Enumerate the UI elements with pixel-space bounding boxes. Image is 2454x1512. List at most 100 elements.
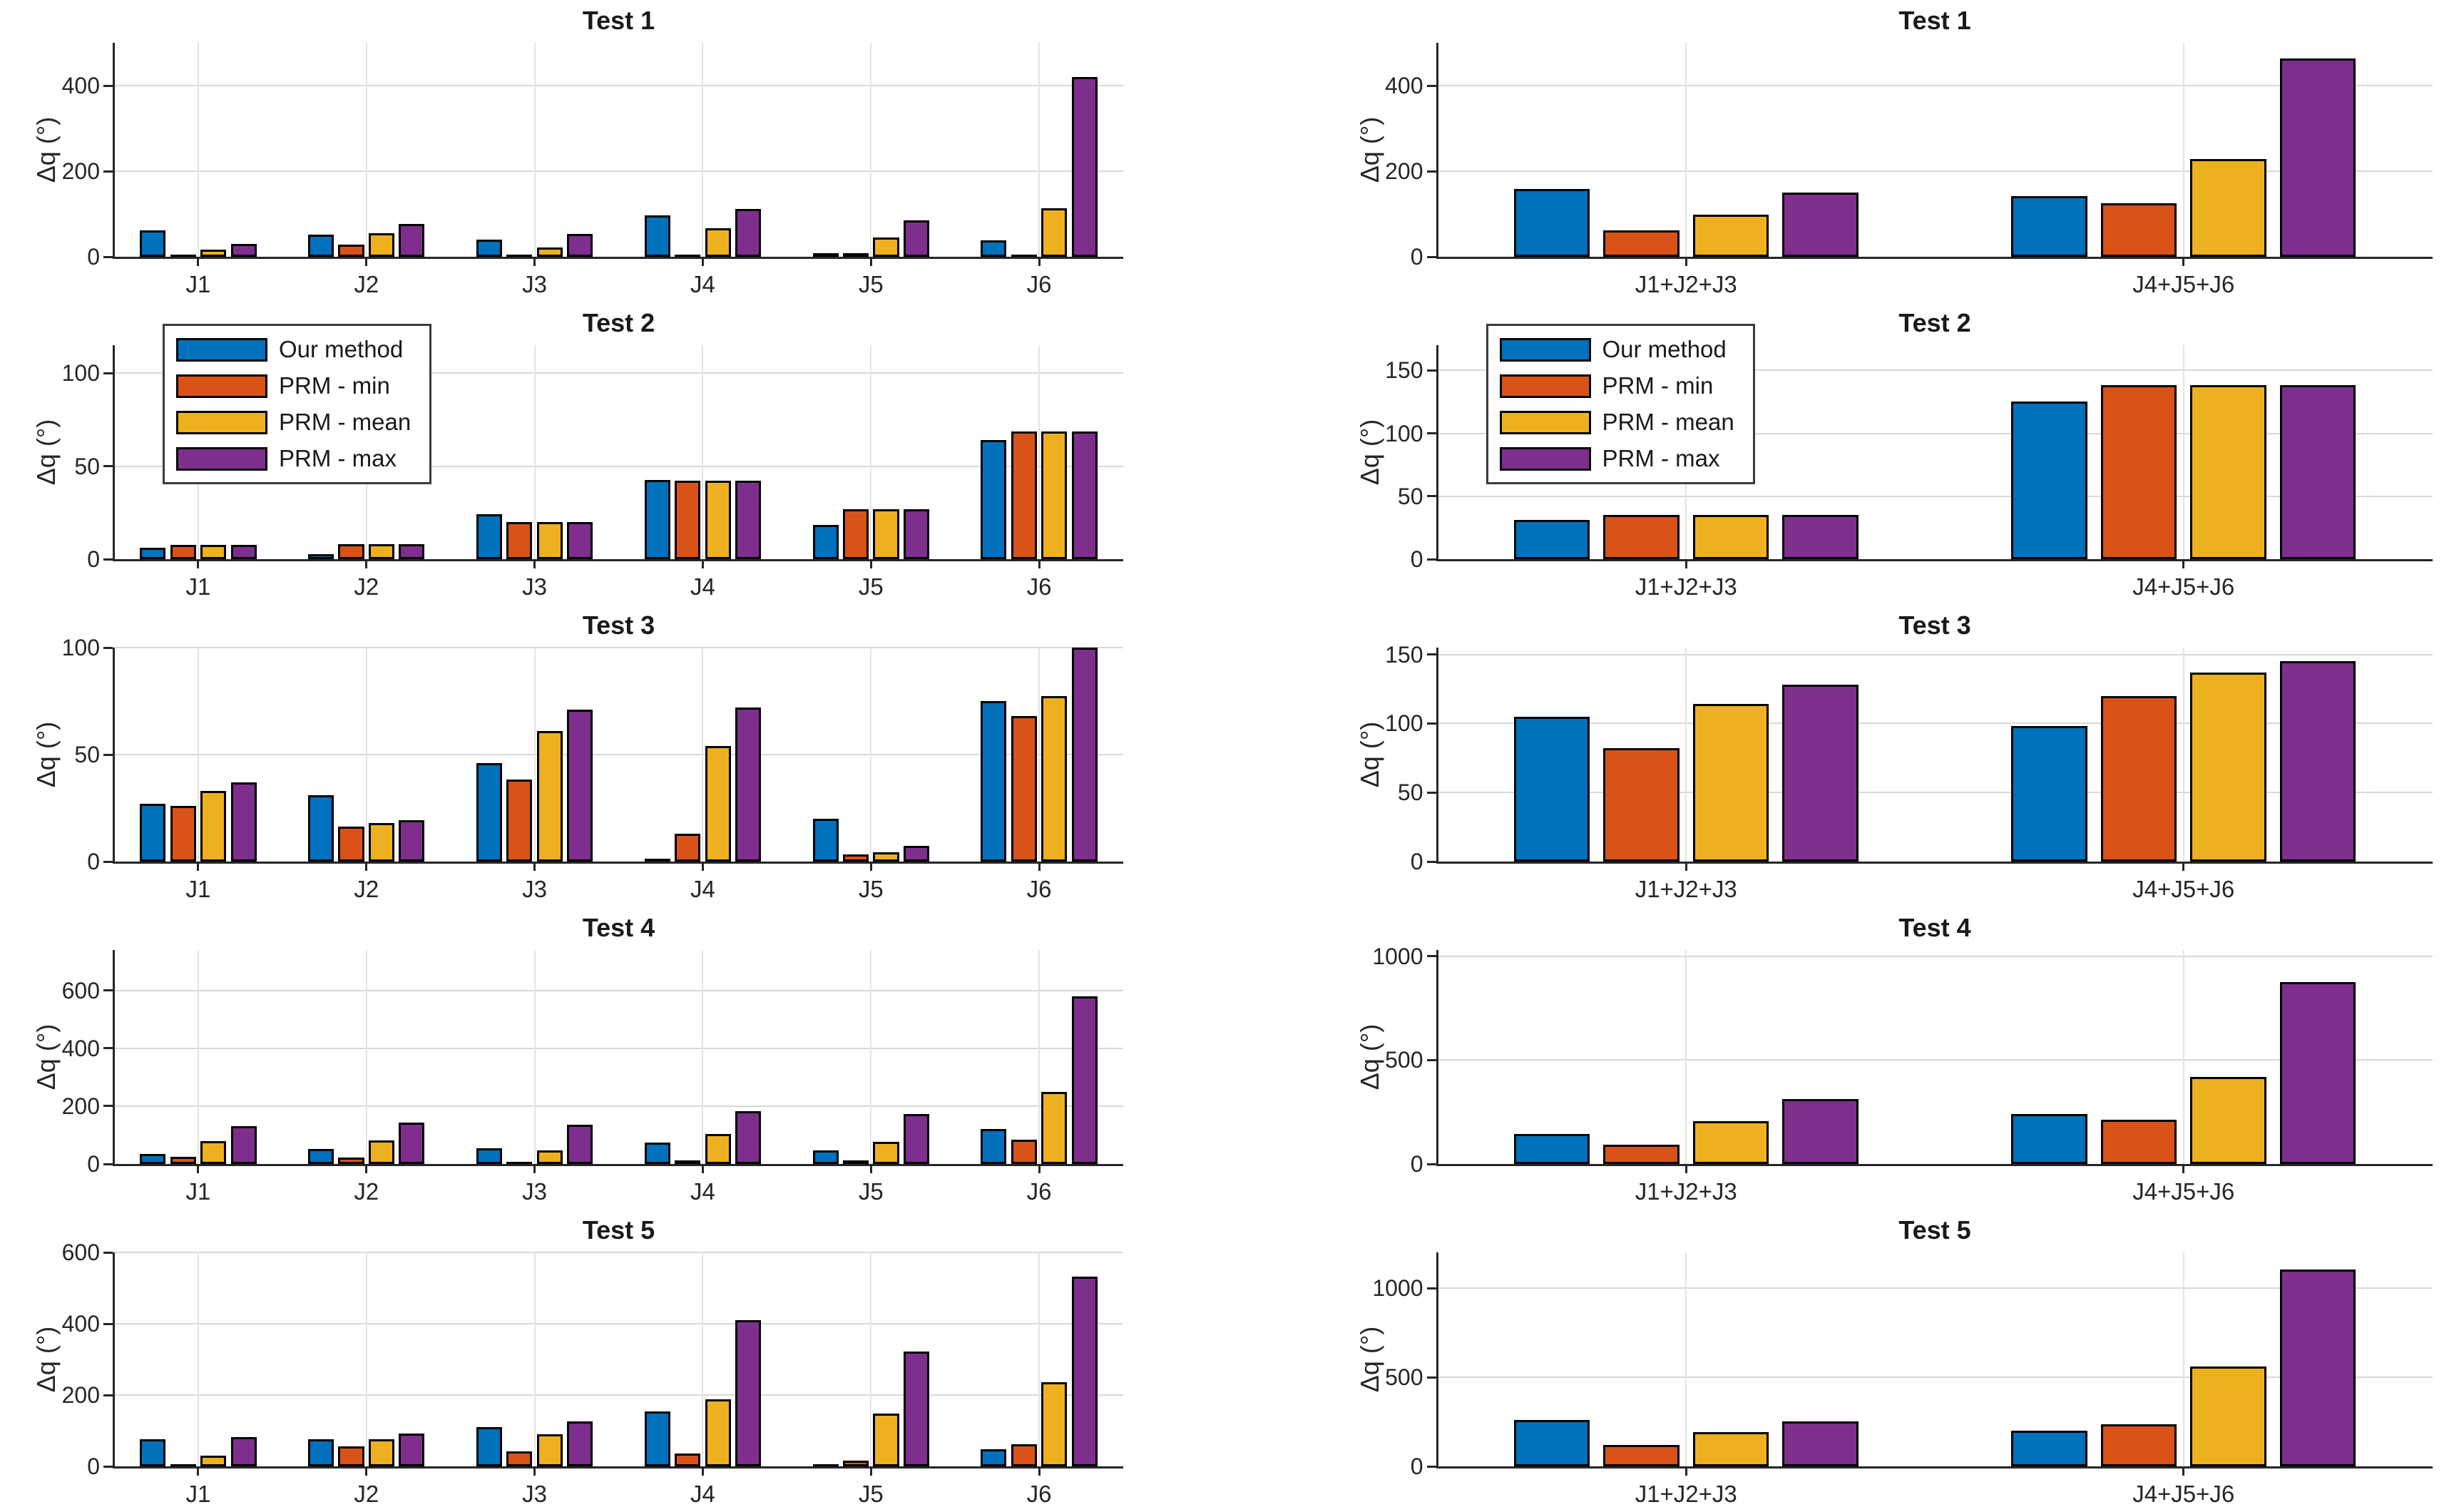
y-axis-line — [1436, 345, 1438, 561]
bar-prm-mean-j3 — [536, 247, 563, 257]
gridline-v — [870, 345, 872, 559]
y-tick-label: 400 — [61, 1035, 100, 1061]
x-tick-mark — [365, 259, 368, 266]
bar-prm-max-j2 — [399, 544, 425, 559]
bar-prm-mean-j6 — [1041, 1381, 1068, 1466]
gridline-h — [1437, 432, 2433, 434]
y-tick-mark — [1426, 1465, 1436, 1468]
y-axis-label: Δq (°) — [1354, 116, 1384, 183]
bar-our-method-j4-j5-j6 — [2011, 1114, 2087, 1164]
gridline-v — [1038, 43, 1041, 257]
bar-prm-max-j1-j2-j3 — [1782, 1098, 1859, 1164]
bar-prm-mean-j1-j2-j3 — [1692, 704, 1769, 862]
x-tick-mark — [701, 864, 704, 871]
x-tick-mark — [1038, 1468, 1041, 1476]
bar-prm-min-j1 — [170, 806, 196, 862]
x-tick-mark — [869, 561, 872, 568]
legend-item-label: PRM - mean — [279, 409, 411, 435]
x-tick-mark — [533, 259, 536, 266]
x-tick-mark — [869, 1166, 872, 1173]
gridline-v — [533, 43, 536, 257]
x-tick-label: J2 — [354, 573, 379, 600]
y-tick-mark — [1426, 369, 1436, 372]
legend-item-label: Our method — [1602, 336, 1727, 362]
y-tick-label: 0 — [87, 1454, 100, 1479]
x-tick-mark — [701, 1166, 704, 1173]
chart-test5-grouped: Test 5 Δq (°) 0 500 1000 J1+J2+J3 J4+J5+J6 — [1227, 1210, 2454, 1512]
gridline-h — [1437, 85, 2433, 86]
bar-our-method-j1-j2-j3 — [1513, 188, 1590, 257]
y-tick-label: 150 — [1385, 357, 1423, 384]
bar-prm-mean-j5 — [873, 1414, 899, 1466]
y-axis-line — [1436, 648, 1438, 864]
gridline-h — [114, 1047, 1123, 1049]
bar-prm-min-j1 — [170, 1157, 196, 1164]
bar-prm-min-j1-j2-j3 — [1603, 515, 1680, 559]
gridline-v — [1038, 1252, 1041, 1466]
x-tick-label: J6 — [1026, 271, 1052, 297]
bar-prm-max-j4-j5-j6 — [2279, 661, 2356, 862]
x-tick-mark — [197, 259, 200, 266]
bar-prm-max-j4 — [735, 1110, 762, 1164]
x-tick-mark — [1684, 1468, 1687, 1476]
x-axis-line — [1436, 257, 2433, 259]
y-axis-line — [1436, 950, 1438, 1166]
x-tick-mark — [2182, 1166, 2185, 1173]
x-tick-mark — [533, 1468, 536, 1476]
bar-our-method-j6 — [981, 1128, 1007, 1164]
y-axis-line — [113, 950, 115, 1166]
x-tick-mark — [2182, 1468, 2185, 1476]
x-tick-label: J4 — [690, 876, 715, 902]
y-tick-label: 400 — [61, 73, 100, 98]
gridline-h — [114, 1105, 1123, 1107]
chart-title: Test 5 — [582, 1215, 655, 1245]
legend-item-label: PRM - min — [279, 372, 390, 399]
y-tick-mark — [1426, 432, 1436, 435]
bar-prm-max-j5 — [903, 845, 929, 862]
bar-prm-mean-j1-j2-j3 — [1692, 515, 1769, 559]
bar-prm-mean-j2 — [368, 233, 394, 257]
bar-prm-min-j2 — [338, 245, 364, 257]
x-tick-mark — [197, 1166, 200, 1173]
gridline-v — [2182, 950, 2184, 1164]
bar-prm-mean-j4 — [705, 481, 731, 559]
bar-prm-min-j2 — [338, 1446, 364, 1466]
chart-title: Test 1 — [582, 6, 655, 35]
bar-our-method-j2 — [308, 1439, 334, 1466]
x-tick-mark — [197, 864, 200, 871]
chart-test4-joints: Test 4 Δq (°) 0 200 400 600 J1 J2 J3 J4 J5 J6 — [0, 907, 1227, 1210]
bar-prm-max-j4-j5-j6 — [2279, 385, 2356, 559]
x-tick-label: J3 — [522, 271, 547, 297]
y-axis-line — [113, 1252, 115, 1468]
y-tick-mark — [1426, 791, 1436, 794]
x-axis-line — [113, 862, 1123, 864]
x-tick-mark — [869, 259, 872, 266]
x-tick-label: J6 — [1026, 1178, 1052, 1205]
bar-prm-mean-j4 — [705, 1134, 731, 1164]
legend-item: PRM - mean — [1499, 409, 1734, 436]
bar-prm-min-j4-j5-j6 — [2100, 385, 2177, 559]
x-tick-mark — [197, 1468, 200, 1476]
gridline-h — [114, 647, 1123, 648]
x-tick-mark — [1038, 864, 1041, 871]
bar-prm-max-j1-j2-j3 — [1782, 193, 1859, 257]
legend-item: Our method — [176, 336, 411, 363]
gridline-v — [702, 43, 704, 257]
legend-item-label: PRM - mean — [1602, 409, 1734, 435]
y-tick-mark — [103, 372, 113, 374]
legend-item-label: PRM - max — [279, 445, 397, 471]
bar-prm-max-j4 — [735, 1320, 762, 1466]
y-axis-line — [1436, 1252, 1438, 1468]
bar-prm-mean-j6 — [1041, 1092, 1068, 1164]
y-axis-line — [113, 345, 115, 561]
x-tick-label: J4+J5+J6 — [2132, 876, 2235, 902]
x-tick-mark — [1038, 1166, 1041, 1173]
legend-item: PRM - max — [176, 445, 411, 472]
x-tick-label: J4 — [690, 1178, 715, 1205]
gridline-v — [1685, 950, 1687, 1164]
bar-our-method-j1 — [140, 804, 166, 862]
bar-prm-min-j1-j2-j3 — [1603, 1445, 1680, 1466]
y-tick-label: 0 — [1410, 1454, 1423, 1479]
bar-prm-min-j4-j5-j6 — [2100, 695, 2177, 862]
bar-our-method-j2 — [308, 1149, 334, 1164]
